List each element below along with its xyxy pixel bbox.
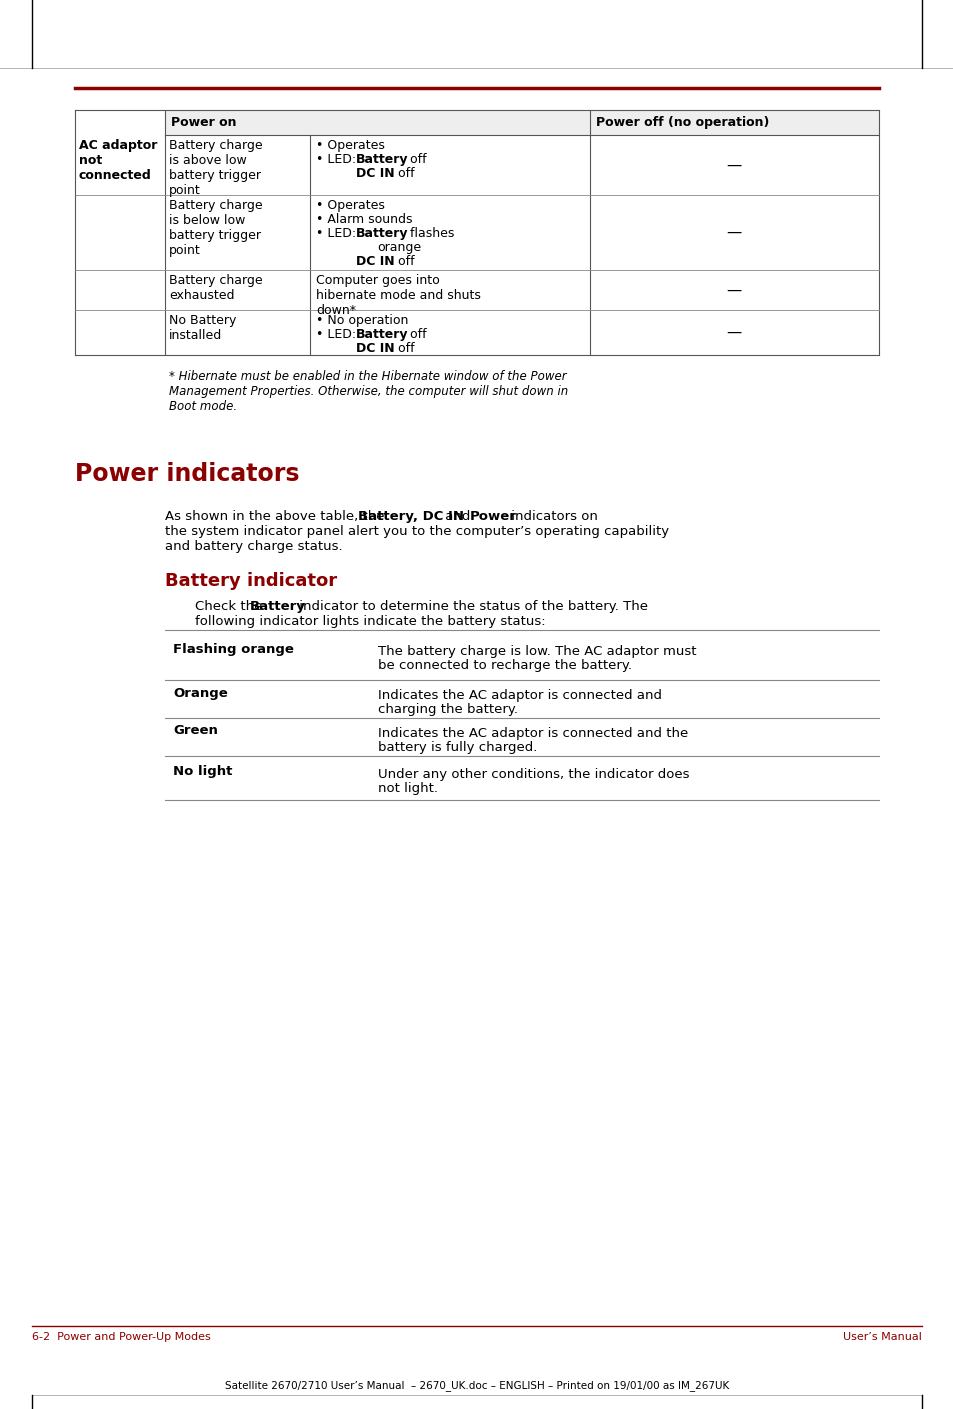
Text: Battery, DC IN: Battery, DC IN: [357, 510, 463, 523]
Text: off: off: [406, 154, 426, 166]
Text: Power indicators: Power indicators: [75, 462, 299, 486]
Text: following indicator lights indicate the battery status:: following indicator lights indicate the …: [194, 614, 545, 628]
Text: not light.: not light.: [377, 782, 437, 795]
Text: • LED:: • LED:: [315, 328, 364, 341]
Text: Power: Power: [470, 510, 517, 523]
Text: Battery: Battery: [355, 154, 408, 166]
Text: orange: orange: [376, 241, 420, 254]
Text: —: —: [725, 224, 740, 240]
Text: 6-2  Power and Power-Up Modes: 6-2 Power and Power-Up Modes: [32, 1332, 211, 1341]
Text: User’s Manual: User’s Manual: [842, 1332, 921, 1341]
Text: • Operates: • Operates: [315, 139, 384, 152]
Text: Power off (no operation): Power off (no operation): [596, 116, 768, 130]
Text: Check the: Check the: [194, 600, 266, 613]
Text: Power on: Power on: [171, 116, 236, 130]
Text: off: off: [394, 255, 415, 268]
Text: Green: Green: [172, 724, 217, 737]
Text: indicators on: indicators on: [506, 510, 598, 523]
Text: AC adaptor
not
connected: AC adaptor not connected: [79, 139, 157, 182]
Text: Battery indicator: Battery indicator: [165, 572, 336, 590]
Text: off: off: [394, 168, 415, 180]
Text: Computer goes into
hibernate mode and shuts
down*: Computer goes into hibernate mode and sh…: [315, 273, 480, 317]
Text: off: off: [406, 328, 426, 341]
Text: DC IN: DC IN: [355, 168, 395, 180]
Text: Battery charge
is below low
battery trigger
point: Battery charge is below low battery trig…: [169, 199, 262, 256]
Text: —: —: [725, 324, 740, 340]
Text: Battery: Battery: [355, 227, 408, 240]
Text: Battery: Battery: [355, 328, 408, 341]
Text: DC IN: DC IN: [355, 255, 395, 268]
Text: charging the battery.: charging the battery.: [377, 703, 517, 716]
Text: Indicates the AC adaptor is connected and the: Indicates the AC adaptor is connected an…: [377, 727, 687, 740]
Text: Flashing orange: Flashing orange: [172, 643, 294, 655]
Bar: [165, 110, 878, 135]
Text: * Hibernate must be enabled in the Hibernate window of the Power
Management Prop: * Hibernate must be enabled in the Hiber…: [169, 371, 568, 413]
Text: Orange: Orange: [172, 686, 228, 699]
Text: • Operates: • Operates: [315, 199, 384, 211]
Text: and battery charge status.: and battery charge status.: [165, 540, 342, 552]
Text: off: off: [394, 342, 415, 355]
Text: —: —: [725, 158, 740, 172]
Text: No Battery
installed: No Battery installed: [169, 314, 236, 342]
Text: Battery charge
exhausted: Battery charge exhausted: [169, 273, 262, 302]
Text: the system indicator panel alert you to the computer’s operating capability: the system indicator panel alert you to …: [165, 526, 668, 538]
Text: • LED:: • LED:: [315, 227, 364, 240]
Text: flashes: flashes: [406, 227, 454, 240]
Text: DC IN: DC IN: [355, 342, 395, 355]
Text: be connected to recharge the battery.: be connected to recharge the battery.: [377, 659, 631, 672]
Text: —: —: [725, 282, 740, 297]
Text: As shown in the above table, the: As shown in the above table, the: [165, 510, 388, 523]
Text: No light: No light: [172, 765, 233, 779]
Text: • No operation: • No operation: [315, 314, 408, 327]
Text: Battery: Battery: [250, 600, 306, 613]
Text: Under any other conditions, the indicator does: Under any other conditions, the indicato…: [377, 768, 689, 781]
Text: battery is fully charged.: battery is fully charged.: [377, 741, 537, 754]
Text: Satellite 2670/2710 User’s Manual  – 2670_UK.doc – ENGLISH – Printed on 19/01/00: Satellite 2670/2710 User’s Manual – 2670…: [225, 1379, 728, 1391]
Text: • LED:: • LED:: [315, 154, 364, 166]
Text: and: and: [440, 510, 475, 523]
Text: Indicates the AC adaptor is connected and: Indicates the AC adaptor is connected an…: [377, 689, 661, 702]
Text: The battery charge is low. The AC adaptor must: The battery charge is low. The AC adapto…: [377, 645, 696, 658]
Text: Battery charge
is above low
battery trigger
point: Battery charge is above low battery trig…: [169, 139, 262, 197]
Text: • Alarm sounds: • Alarm sounds: [315, 213, 412, 225]
Text: indicator to determine the status of the battery. The: indicator to determine the status of the…: [294, 600, 647, 613]
